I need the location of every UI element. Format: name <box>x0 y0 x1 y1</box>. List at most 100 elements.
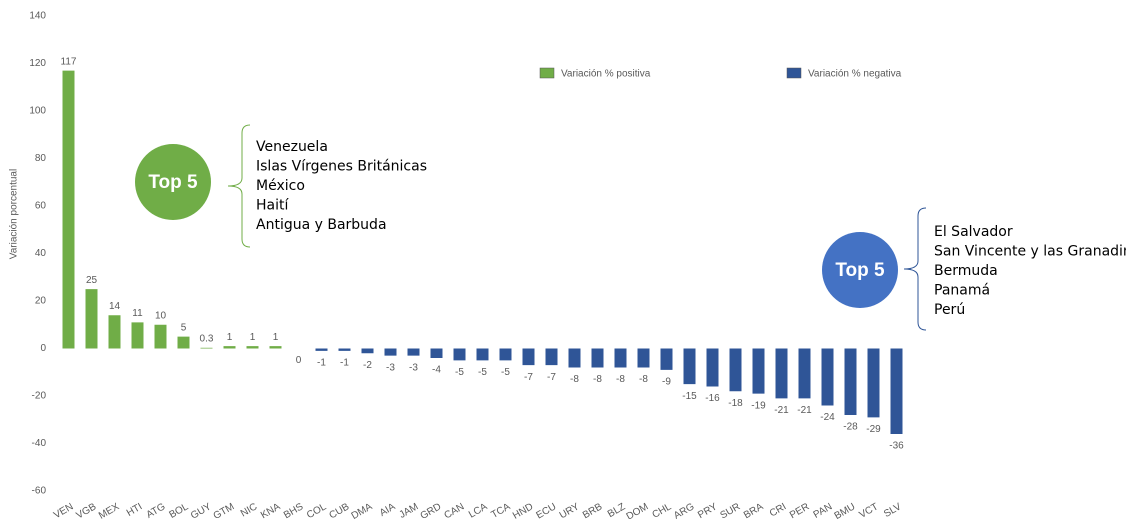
x-tick-label: COL <box>305 501 329 519</box>
value-label: -21 <box>774 405 789 416</box>
value-label: 1 <box>227 332 233 343</box>
bar <box>614 348 627 368</box>
x-tick-label: NIC <box>239 501 259 519</box>
x-tick-label: BRB <box>581 501 605 519</box>
x-tick-label: CUB <box>328 501 352 519</box>
bar <box>775 348 788 399</box>
bar <box>499 348 512 361</box>
callout-item: Venezuela <box>256 139 328 155</box>
value-label: -15 <box>682 391 697 402</box>
callout-title: Top 5 <box>148 172 198 193</box>
value-label: -21 <box>797 405 812 416</box>
y-tick-label: 60 <box>35 201 47 212</box>
bar <box>85 289 98 349</box>
x-tick-label: ATG <box>145 501 168 519</box>
value-label: -3 <box>409 362 418 373</box>
y-axis-label: Variación porcentual <box>9 169 20 259</box>
value-label: -19 <box>751 400 766 411</box>
value-label: -18 <box>728 398 743 409</box>
bar <box>384 348 397 356</box>
bar <box>706 348 719 387</box>
value-label: 10 <box>155 310 167 321</box>
x-tick-label: HND <box>511 501 535 519</box>
bar <box>430 348 443 358</box>
x-tick-label: GUY <box>189 501 214 519</box>
bar <box>315 348 328 351</box>
value-label: 5 <box>181 322 187 333</box>
callout-item: Perú <box>934 302 965 318</box>
value-label: -8 <box>593 374 602 385</box>
y-tick-label: 140 <box>29 11 46 22</box>
legend-swatch <box>539 67 555 79</box>
value-label: 1 <box>273 332 279 343</box>
x-tick-label: SLV <box>882 501 904 519</box>
value-label: -3 <box>386 362 395 373</box>
x-tick-label: ARG <box>672 501 696 519</box>
x-tick-label: BHS <box>282 501 306 519</box>
x-tick-label: GRD <box>419 501 444 519</box>
value-label: -36 <box>889 441 904 452</box>
callout-bubble <box>135 144 211 220</box>
value-label: -5 <box>501 367 510 378</box>
bar <box>890 348 903 434</box>
bar <box>338 348 351 351</box>
callout-item: Antigua y Barbuda <box>256 217 387 233</box>
x-tick-label: AIA <box>378 501 398 519</box>
callout-item: Islas Vírgenes Británicas <box>256 159 427 175</box>
value-label: -7 <box>547 372 556 383</box>
x-tick-label: LCA <box>467 501 490 519</box>
value-label: 1 <box>250 332 256 343</box>
x-tick-label: HTI <box>125 501 144 519</box>
x-tick-label: VGB <box>75 501 99 519</box>
value-label: -24 <box>820 412 835 423</box>
bar <box>407 348 420 356</box>
value-label: -7 <box>524 372 533 383</box>
value-label: -2 <box>363 360 372 371</box>
x-tick-label: DMA <box>350 501 375 519</box>
bar <box>683 348 696 385</box>
x-tick-label: CRI <box>768 501 788 519</box>
x-tick-label: BLZ <box>606 501 627 519</box>
value-label: -8 <box>570 374 579 385</box>
bar <box>752 348 765 394</box>
callout-item: Bermuda <box>934 263 998 279</box>
value-label: 11 <box>132 308 143 319</box>
x-tick-label: BMU <box>833 501 858 519</box>
bar <box>154 324 167 349</box>
y-tick-label: 80 <box>35 153 47 164</box>
callout-item: San Vincente y las Granadinas <box>934 244 1126 260</box>
brace <box>227 124 251 248</box>
bar <box>177 336 190 349</box>
value-label: -5 <box>455 367 464 378</box>
y-tick-label: 120 <box>29 58 46 69</box>
y-tick-label: 100 <box>29 106 46 117</box>
callout-item: Haití <box>256 198 289 214</box>
x-tick-label: BRA <box>742 501 766 519</box>
bar <box>660 348 673 370</box>
legend-label: Variación % positiva <box>561 69 651 80</box>
bar <box>867 348 880 418</box>
x-tick-label: TCA <box>489 501 512 519</box>
y-tick-label: -20 <box>32 391 47 402</box>
y-tick-label: 0 <box>40 343 46 354</box>
x-tick-label: BOL <box>167 501 190 519</box>
x-tick-label: VCT <box>857 501 880 519</box>
x-tick-label: DOM <box>625 501 651 519</box>
x-tick-label: PAN <box>812 501 835 519</box>
x-tick-label: ECU <box>535 501 559 519</box>
y-tick-label: -40 <box>32 438 47 449</box>
bar <box>131 322 144 349</box>
bar <box>844 348 857 415</box>
callout-title: Top 5 <box>835 260 885 281</box>
callout-item: El Salvador <box>934 224 1013 240</box>
value-label: -4 <box>432 365 441 376</box>
bar <box>223 346 236 349</box>
bar <box>453 348 466 361</box>
x-tick-label: URY <box>558 501 582 519</box>
callout-item: México <box>256 178 305 194</box>
bar <box>62 70 75 349</box>
x-tick-label: JAM <box>397 501 420 519</box>
value-label: -28 <box>843 422 858 433</box>
value-label: 0 <box>296 355 302 366</box>
